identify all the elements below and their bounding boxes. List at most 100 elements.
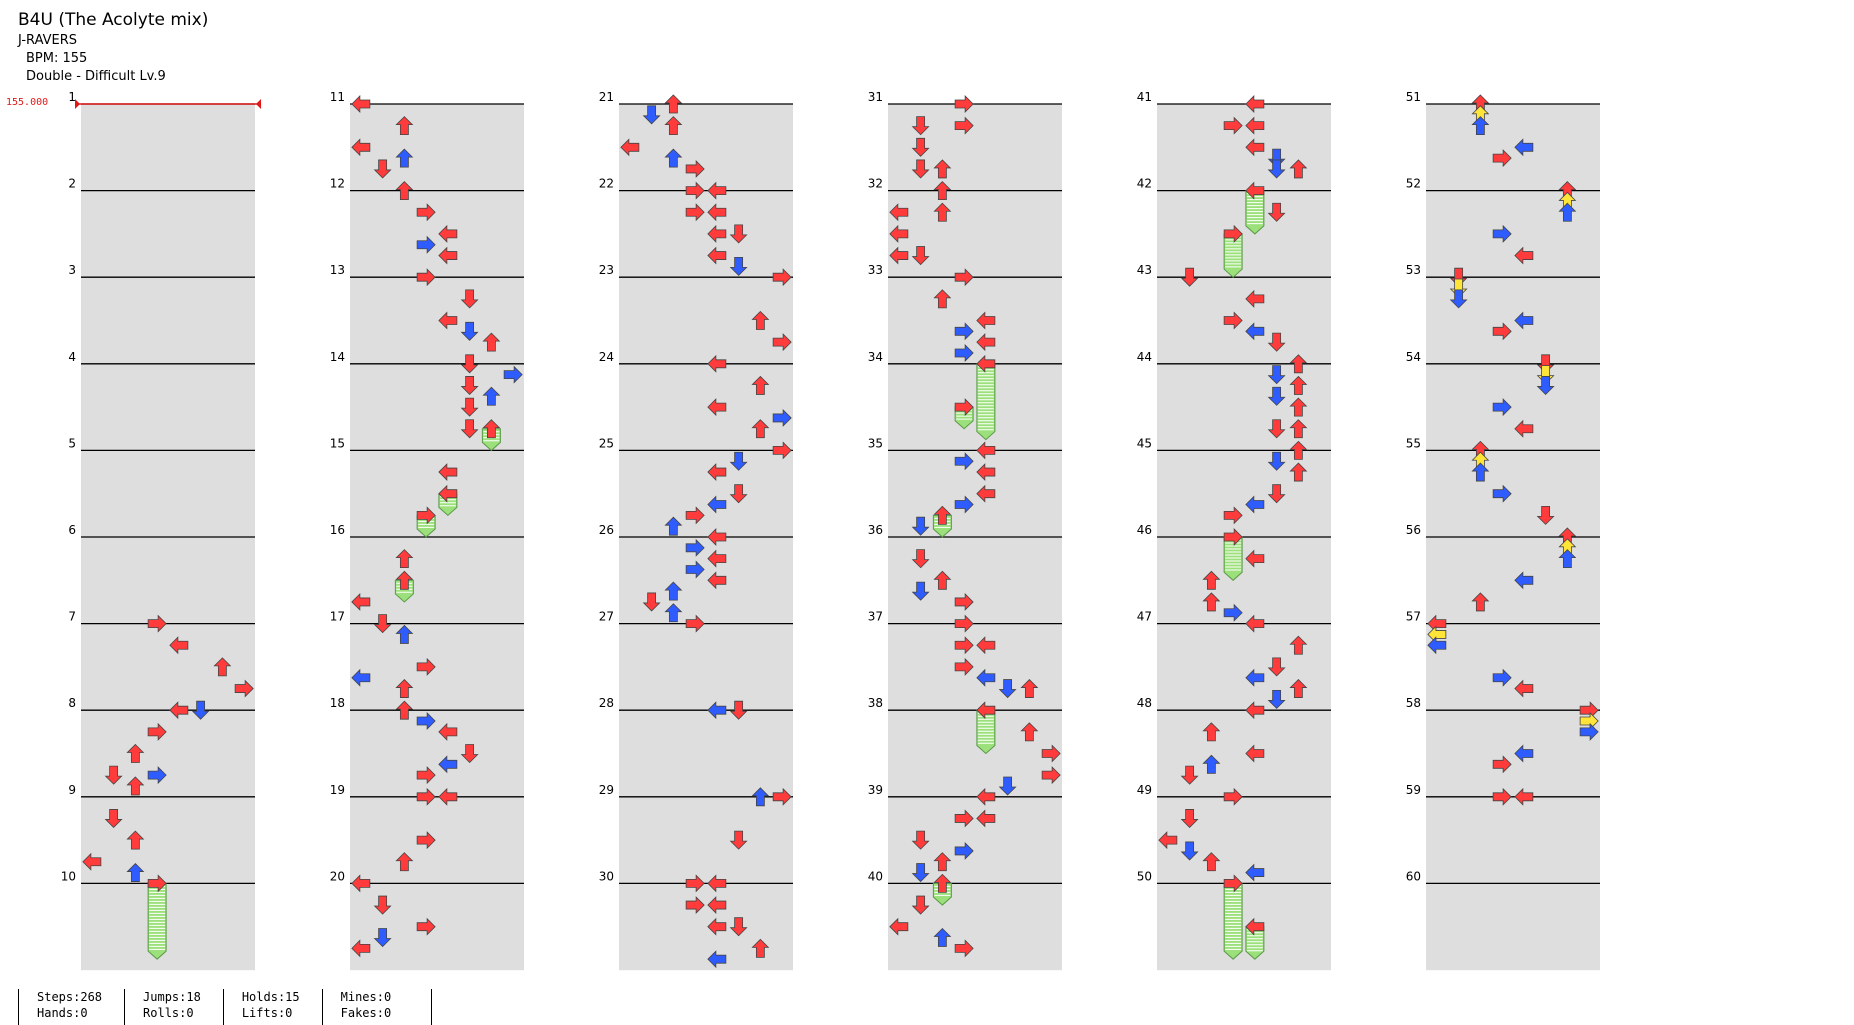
step-arrow-down — [911, 581, 930, 601]
beat-band — [888, 558, 1062, 581]
beat-band — [1426, 710, 1600, 733]
beat-band — [81, 731, 255, 754]
step-arrow-up — [395, 181, 414, 201]
hold-body — [147, 882, 167, 960]
beat-band — [888, 753, 1062, 776]
step-arrow-up — [1289, 678, 1308, 698]
step-arrow-right — [954, 841, 974, 860]
step-arrow-left — [976, 809, 996, 828]
step-arrow-left — [1245, 549, 1265, 568]
beat-band — [1426, 212, 1600, 235]
step-arrow-right — [954, 452, 974, 471]
step-arrow-right — [772, 787, 792, 806]
beat-band — [1426, 580, 1600, 603]
beat-band — [888, 168, 1062, 191]
step-arrow-left — [169, 701, 189, 720]
beat-band — [1426, 103, 1600, 126]
beat-band — [888, 298, 1062, 321]
measure-number: 13 — [330, 263, 345, 277]
step-arrow-up — [664, 603, 683, 623]
hold-body — [481, 428, 501, 452]
step-arrow-right — [772, 408, 792, 427]
beat-band — [619, 601, 793, 624]
step-arrow-right — [1223, 116, 1243, 135]
step-arrow-right — [503, 365, 523, 384]
bpm-change-marker: 155.000 — [6, 97, 49, 108]
beat-band — [888, 645, 1062, 668]
step-arrow-right — [1223, 787, 1243, 806]
beat-band — [350, 341, 524, 364]
beat-band — [888, 277, 1062, 300]
beat-band — [1426, 363, 1600, 386]
beat-band — [81, 233, 255, 256]
beat-band — [888, 731, 1062, 754]
step-arrow-left — [1245, 322, 1265, 341]
beat-band — [350, 320, 524, 343]
beat-band — [350, 515, 524, 538]
measure-number: 44 — [1137, 350, 1152, 364]
stat-hands: Hands:0 — [37, 1006, 88, 1020]
stats-col-jumps: Jumps:18 Rolls:0 — [124, 989, 223, 1025]
beat-band — [888, 147, 1062, 170]
song-title: B4U (The Acolyte mix) — [18, 10, 209, 30]
beat-band — [1426, 601, 1600, 624]
beat-band — [1157, 645, 1331, 668]
beat-band — [888, 385, 1062, 408]
beat-band — [888, 710, 1062, 733]
beat-band — [888, 428, 1062, 451]
beat-band — [619, 385, 793, 408]
beat-band — [619, 948, 793, 971]
beat-band — [350, 753, 524, 776]
stat-fakes: Fakes:0 — [340, 1006, 392, 1020]
measure-number: 49 — [1137, 783, 1152, 797]
step-arrow-down — [1267, 484, 1286, 504]
step-arrow-right — [685, 614, 705, 633]
step-arrow-left — [1245, 614, 1265, 633]
beat-band — [1426, 904, 1600, 927]
beat-band — [888, 493, 1062, 516]
step-arrow-right — [685, 506, 705, 525]
beat-band — [619, 341, 793, 364]
beat-band — [1157, 471, 1331, 494]
step-arrow-down — [460, 289, 479, 309]
step-arrow-down — [911, 549, 930, 569]
measure-number: 45 — [1137, 436, 1152, 450]
beat-band — [81, 320, 255, 343]
beat-band — [81, 904, 255, 927]
step-arrow-down — [1180, 765, 1199, 785]
step-arrow-down — [104, 765, 123, 785]
beat-band — [1426, 558, 1600, 581]
step-arrow-right — [685, 181, 705, 200]
step-arrow-down — [1267, 159, 1286, 179]
step-arrow-up — [395, 700, 414, 720]
step-arrow-up — [751, 938, 770, 958]
beat-band — [350, 406, 524, 429]
beat-band — [619, 753, 793, 776]
step-arrow-up — [126, 830, 145, 850]
beat-band — [619, 363, 793, 386]
step-arrow-left — [707, 701, 727, 720]
beat-band — [350, 385, 524, 408]
measure-number: 10 — [61, 869, 76, 883]
beat-band — [1426, 645, 1600, 668]
beat-band — [619, 255, 793, 278]
beat-band — [1157, 450, 1331, 473]
hold-outline — [481, 428, 501, 452]
step-arrow-left — [707, 571, 727, 590]
step-arrow-up — [126, 743, 145, 763]
beat-band — [81, 710, 255, 733]
beat-band — [619, 731, 793, 754]
measure-number: 36 — [868, 523, 883, 537]
step-arrow-up — [1289, 635, 1308, 655]
step-arrow-left — [1514, 246, 1534, 265]
measure-number: 30 — [599, 869, 614, 883]
beat-band — [888, 818, 1062, 841]
beat-band — [619, 774, 793, 797]
step-arrow-left — [438, 463, 458, 482]
beat-band — [619, 666, 793, 689]
step-arrow-down — [1267, 202, 1286, 222]
measure-number: 40 — [868, 869, 883, 883]
beat-band — [350, 796, 524, 819]
stats-col-mines: Mines:0 Fakes:0 — [321, 989, 433, 1025]
step-arrow-down — [729, 451, 748, 471]
